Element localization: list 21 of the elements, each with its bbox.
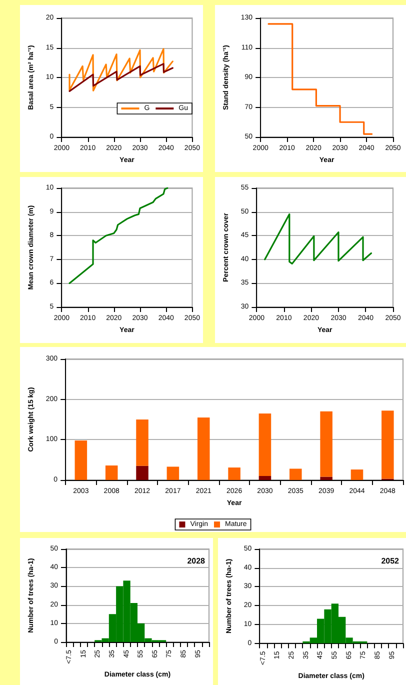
bar	[320, 476, 332, 480]
bar	[350, 470, 364, 480]
bar	[258, 413, 272, 476]
bar	[136, 420, 148, 466]
annotation: 2028	[187, 556, 206, 566]
bar	[166, 466, 180, 480]
bar	[290, 468, 302, 480]
bar	[136, 466, 148, 480]
line-series	[268, 23, 373, 135]
bar	[105, 465, 118, 480]
bar	[258, 476, 272, 480]
line-series	[68, 63, 174, 92]
bar	[197, 417, 210, 480]
bar	[228, 467, 240, 480]
annotation: 2052	[381, 556, 400, 566]
bar	[320, 411, 332, 477]
bar	[382, 410, 394, 479]
line-series	[264, 213, 372, 264]
line-series	[68, 187, 168, 284]
line-series	[68, 48, 174, 92]
bar	[74, 440, 88, 480]
